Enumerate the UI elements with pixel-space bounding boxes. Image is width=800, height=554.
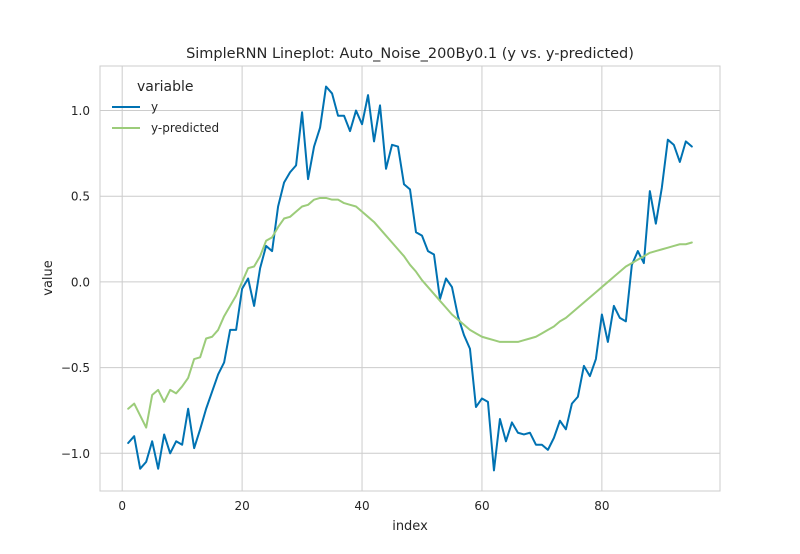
y-tick-label: −0.5 xyxy=(61,361,90,375)
legend-title: variable xyxy=(137,79,193,95)
legend-label-y: y xyxy=(151,100,158,114)
chart-title: SimpleRNN Lineplot: Auto_Noise_200By0.1 … xyxy=(186,46,634,62)
y-tick-label: 1.0 xyxy=(71,104,90,118)
y-gridlines xyxy=(100,110,720,454)
x-axis-label: index xyxy=(392,519,428,534)
y-tick-label: −1.0 xyxy=(61,447,90,461)
series-line-y xyxy=(127,85,693,472)
x-tick-label: 0 xyxy=(118,499,126,513)
y-tick-label: 0.5 xyxy=(71,190,90,204)
y-tick-labels: −1.0 −0.5 0.0 0.5 1.0 xyxy=(61,104,90,461)
legend: variable y y-predicted xyxy=(112,79,219,135)
x-tick-labels: 0 20 40 60 80 xyxy=(118,499,609,513)
x-tick-label: 60 xyxy=(474,499,489,513)
y-axis-label: value xyxy=(41,260,56,296)
series-line-y-predicted xyxy=(127,196,693,429)
x-tick-label: 80 xyxy=(594,499,609,513)
legend-label-y-predicted: y-predicted xyxy=(151,121,219,135)
x-gridlines xyxy=(121,66,603,491)
x-tick-label: 20 xyxy=(234,499,249,513)
series-lines xyxy=(127,85,693,472)
y-tick-label: 0.0 xyxy=(71,275,90,289)
x-tick-label: 40 xyxy=(354,499,369,513)
